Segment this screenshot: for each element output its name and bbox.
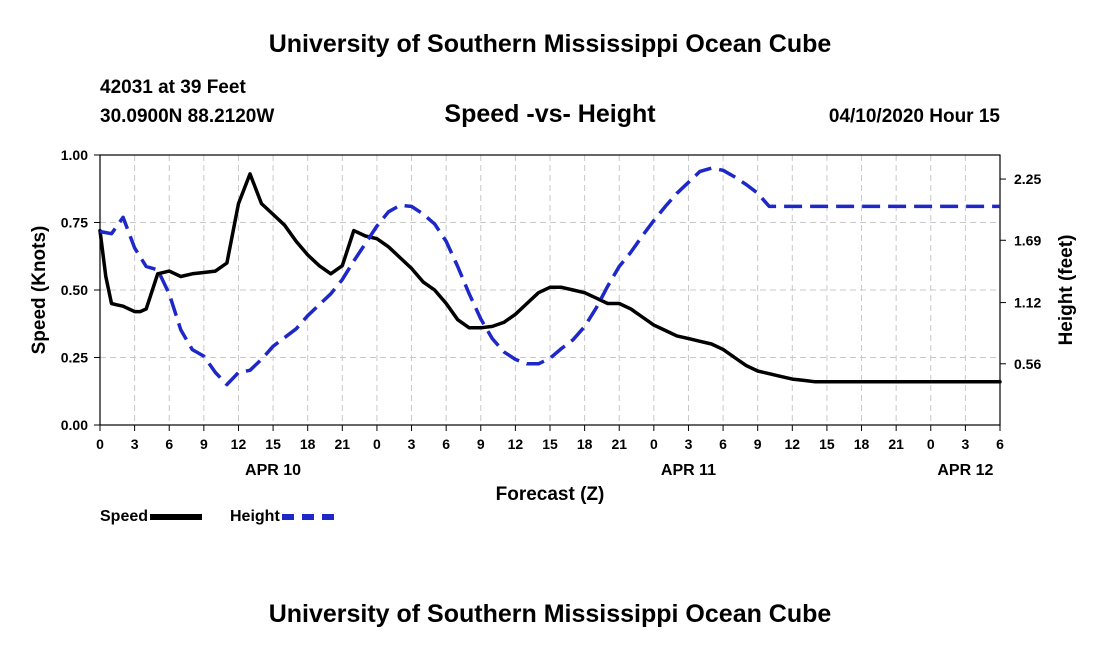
coordinates-label: 30.0900N 88.2120W [100, 106, 275, 127]
legend-height: Height [230, 508, 334, 526]
x-axis-title: Forecast (Z) [496, 484, 605, 505]
x-tick-label: 18 [577, 436, 593, 452]
legend-height-swatch [281, 514, 334, 520]
y2-tick-label: 2.25 [1014, 171, 1041, 187]
legend-speed: Speed [100, 508, 203, 526]
x-tick-label: 3 [685, 436, 693, 452]
series-line-height [99, 166, 1000, 387]
chart-title: Speed -vs- Height [444, 100, 656, 128]
x-tick-label: 12 [231, 436, 247, 452]
y2-axis-title: Height (feet) [1056, 235, 1077, 346]
legend-height-label: Height [230, 508, 280, 525]
x-tick-label: 3 [961, 436, 969, 452]
x-tick-label: 0 [650, 436, 658, 452]
x-tick-label: 3 [131, 436, 139, 452]
x-tick-label: 0 [927, 436, 935, 452]
x-tick-label: 21 [888, 436, 904, 452]
date-label: APR 10 [245, 462, 301, 479]
x-tick-label: 0 [373, 436, 381, 452]
x-tick-label: 15 [819, 436, 835, 452]
x-tick-label: 0 [96, 436, 104, 452]
x-tick-label: 18 [854, 436, 870, 452]
page-title: University of Southern Mississippi Ocean… [268, 30, 832, 58]
x-tick-label: 9 [754, 436, 762, 452]
x-tick-label: 6 [165, 436, 173, 452]
station-label: 42031 at 39 Feet [100, 77, 246, 98]
x-tick-label: 21 [611, 436, 627, 452]
x-tick-label: 12 [785, 436, 801, 452]
footer-title: University of Southern Mississippi Ocean… [268, 600, 832, 628]
datetime-label: 04/10/2020 Hour 15 [828, 106, 1000, 127]
x-tick-label: 15 [542, 436, 558, 452]
x-tick-label: 9 [477, 436, 485, 452]
y-axis-title: Speed (Knots) [29, 226, 50, 355]
y-tick-label: 0.25 [61, 350, 88, 366]
date-label: APR 11 [661, 462, 716, 479]
legend-speed-swatch [150, 514, 203, 520]
x-tick-label: 21 [335, 436, 351, 452]
y2-tick-label: 1.69 [1014, 232, 1041, 248]
y2-tick-label: 0.56 [1014, 356, 1041, 372]
x-tick-label: 9 [200, 436, 208, 452]
x-tick-label: 6 [719, 436, 727, 452]
y-tick-label: 0.75 [61, 215, 88, 231]
y-tick-label: 1.00 [61, 147, 88, 163]
series-line-speed [98, 172, 1002, 384]
y2-tick-label: 1.12 [1014, 295, 1041, 311]
x-tick-label: 6 [442, 436, 450, 452]
y-tick-label: 0.50 [61, 282, 88, 298]
legend-speed-label: Speed [100, 508, 149, 525]
y-tick-label: 0.00 [61, 417, 88, 433]
x-tick-label: 18 [300, 436, 316, 452]
x-tick-label: 6 [996, 436, 1004, 452]
x-tick-label: 3 [408, 436, 416, 452]
date-label: APR 12 [937, 462, 993, 479]
x-tick-label: 15 [265, 436, 281, 452]
x-tick-label: 12 [508, 436, 524, 452]
